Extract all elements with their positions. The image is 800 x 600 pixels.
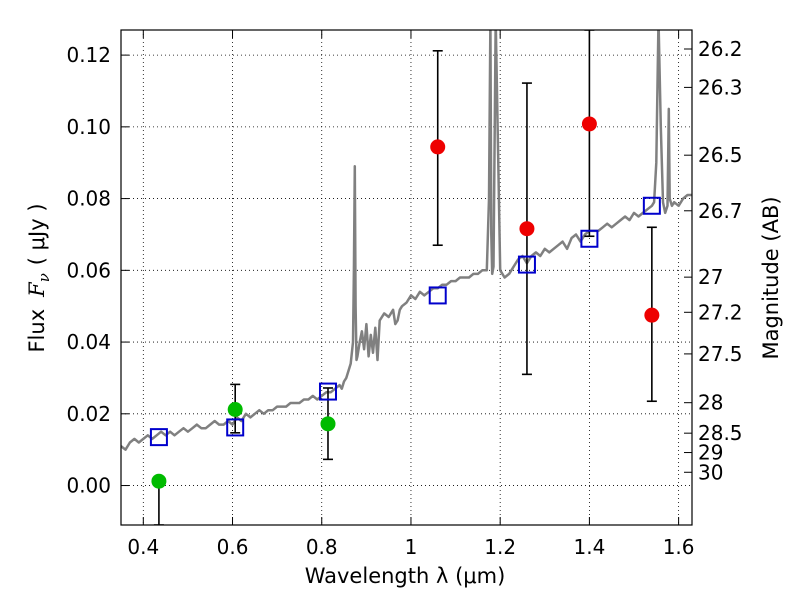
x-tick-label: 1.4	[573, 535, 605, 559]
y-axis-label-subscript: ν	[35, 273, 53, 282]
model-photometry-square	[318, 382, 337, 401]
grid	[121, 30, 692, 525]
x-tick-label: 0.4	[127, 535, 159, 559]
y-axis-label-unit: ( μJy )	[25, 203, 49, 265]
magnitude-tick-label: 28.5	[698, 421, 743, 445]
magnitude-tick-label: 27.2	[698, 300, 743, 324]
x-tick-label: 1.6	[663, 535, 695, 559]
optical-detection-point	[151, 473, 167, 489]
optical-detection-point	[227, 402, 243, 417]
y-axis-label-left: Flux Fν ( μJy )	[25, 203, 53, 352]
spectrum-layer	[121, 30, 692, 451]
magnitude-tick-label: 26.5	[698, 143, 743, 167]
magnitude-tick-label: 27.5	[698, 342, 743, 366]
x-tick-label: 0.6	[217, 535, 249, 559]
magnitude-tick-label: 27	[698, 265, 723, 289]
y-tick-label: 0.06	[66, 258, 111, 282]
marker-layer	[149, 116, 661, 489]
spectrum-line	[121, 30, 692, 451]
y-axis-label-prefix: Flux	[25, 309, 49, 353]
nearir-detection-point	[430, 139, 446, 155]
x-axis-label: Wavelength λ (μm)	[305, 564, 506, 588]
model-photometry-square	[226, 418, 245, 437]
y-axis-label-symbol: F	[25, 281, 49, 298]
model-photometry-square	[149, 428, 168, 447]
y-axis-label-right: Magnitude (AB)	[759, 196, 783, 359]
y-tick-label: 0.10	[66, 115, 111, 139]
magnitude-tick-label: 28	[698, 391, 723, 415]
x-tick-label: 1	[405, 535, 418, 559]
nearir-detection-point	[519, 221, 535, 237]
tick-layer: 0.4 0.6 0.8 1 1.2 1.4 1.6 0.00 0.02 0.04 0.06 0.08 0…	[66, 30, 743, 559]
model-photometry-square	[642, 196, 661, 215]
model-photometry-square	[517, 255, 536, 274]
magnitude-tick-label: 29	[698, 441, 723, 465]
y-tick-label: 0.04	[66, 330, 111, 354]
y-tick-label: 0.00	[66, 474, 111, 498]
y-tick-label: 0.12	[66, 43, 111, 67]
optical-detection-point	[320, 416, 336, 432]
y-tick-label: 0.02	[66, 402, 111, 426]
model-photometry-square	[580, 229, 599, 248]
model-photometry-square	[428, 286, 447, 305]
x-tick-label: 1.2	[484, 535, 516, 559]
magnitude-tick-label: 26.2	[698, 37, 743, 61]
magnitude-tick-label: 30	[698, 460, 723, 484]
x-tick-label: 0.8	[306, 535, 338, 559]
magnitude-tick-label: 26.7	[698, 199, 743, 223]
nearir-detection-point	[644, 307, 660, 323]
magnitude-tick-label: 26.3	[698, 75, 743, 99]
nearir-detection-point	[581, 116, 597, 132]
y-tick-label: 0.08	[66, 187, 111, 211]
